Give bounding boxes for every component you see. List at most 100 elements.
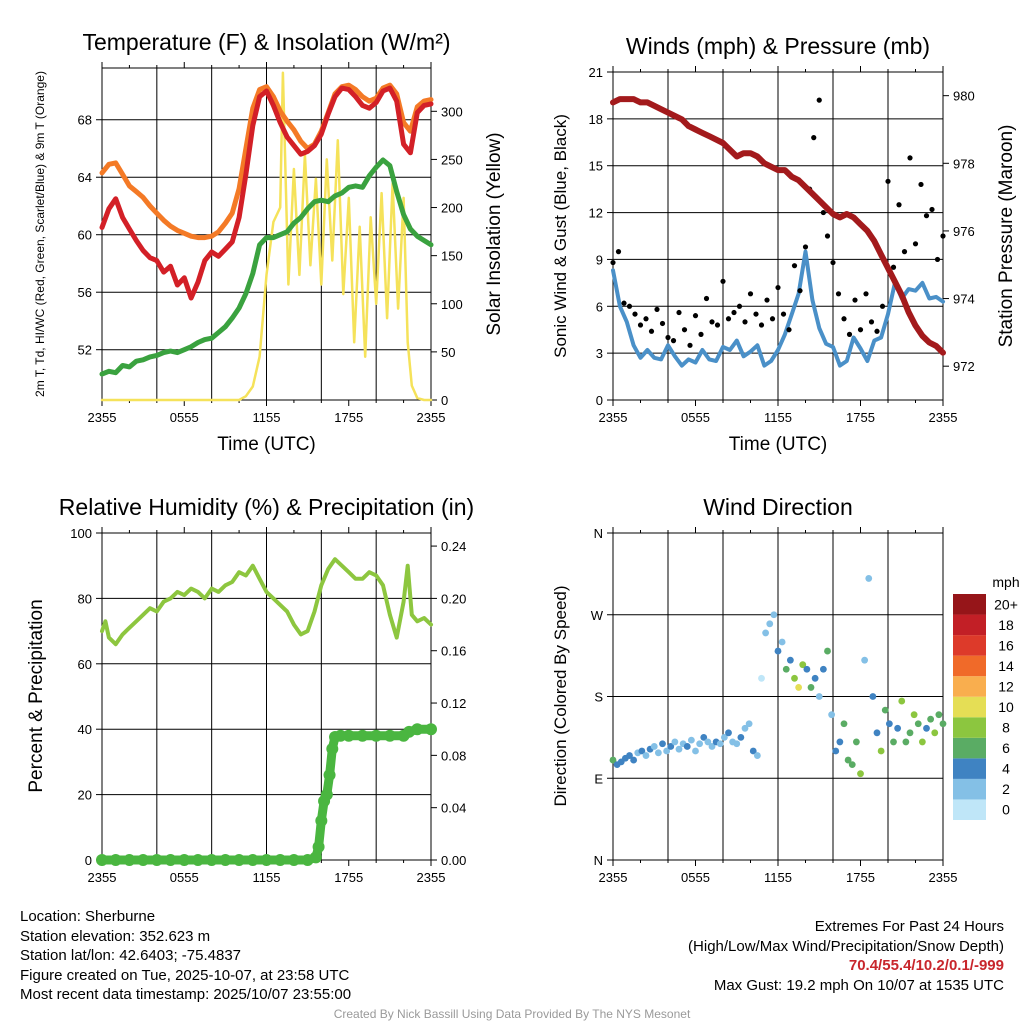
y-tick-label-right: 0 (441, 393, 448, 408)
precip-point (370, 729, 383, 742)
legend-label: 6 (1002, 740, 1010, 756)
legend-swatch (953, 594, 986, 615)
gust-point (670, 338, 677, 344)
gust-point (681, 327, 688, 333)
y-tick-label: 18 (589, 112, 603, 127)
legend-swatch (953, 778, 986, 800)
direction-point (766, 620, 774, 628)
direction-point (741, 724, 749, 732)
gust-point (786, 327, 792, 333)
direction-point (626, 752, 633, 759)
x-tick-label: 0555 (170, 410, 199, 425)
x-tick-label: 1755 (846, 410, 875, 425)
gust-point (692, 313, 699, 319)
precip-point (411, 723, 424, 736)
y-tick-label-right: 0.24 (441, 539, 466, 554)
gust-point (791, 263, 798, 269)
station-location: Location: Sherburne (20, 908, 156, 925)
gust-point (857, 327, 864, 333)
y-tick-label: 100 (70, 526, 92, 541)
legend-swatch (953, 799, 986, 820)
gust-point (874, 328, 880, 334)
gust-point (830, 259, 836, 266)
x-tick-label: 0555 (681, 410, 710, 425)
direction-point (654, 749, 662, 757)
direction-point (824, 647, 831, 655)
gust-point (802, 244, 809, 250)
x-tick-label: 1155 (253, 870, 281, 885)
y-axis-label-text: Percent & Precipitation (26, 599, 47, 792)
y-tick-label-right: 100 (441, 297, 463, 312)
gust-point (626, 303, 633, 309)
direction-point (745, 720, 753, 728)
direction-point (857, 770, 864, 778)
y-tick-label: S (594, 690, 603, 705)
legend-swatch (953, 614, 986, 636)
direction-point (906, 729, 914, 737)
legend-swatch (953, 696, 986, 718)
direction-point (650, 743, 658, 750)
precip-point (334, 729, 347, 742)
gust-point (709, 319, 715, 325)
gust-point (820, 209, 826, 216)
direction-point (638, 747, 646, 755)
gust-point (846, 331, 853, 337)
direction-point (675, 745, 683, 753)
x-tick-label: 0555 (170, 870, 199, 885)
gust-point (703, 295, 710, 302)
gust-point (654, 306, 660, 313)
y-tick-label-right: 250 (441, 152, 463, 167)
direction-point (791, 674, 798, 682)
direction-point (725, 729, 732, 737)
x-tick-label: 1155 (764, 410, 792, 425)
direction-point (939, 720, 947, 728)
direction-point (737, 733, 745, 741)
direction-point (642, 752, 650, 759)
recent-timestamp: Most recent data timestamp: 2025/10/07 2… (20, 986, 352, 1004)
series-solar (100, 71, 433, 402)
gust-point (824, 233, 831, 239)
credit-line: Created By Nick Bassill Using Data Provi… (333, 1007, 691, 1021)
x-tick-label: 1755 (846, 870, 875, 885)
gust-point (907, 155, 913, 161)
precip-point (425, 723, 437, 736)
y-tick-label: 12 (589, 206, 603, 221)
gust-point (923, 213, 930, 219)
precip-point (219, 854, 232, 866)
direction-point (786, 656, 794, 664)
precip-point (356, 729, 369, 742)
y-tick-label-right: 0.16 (441, 644, 466, 659)
series-temp (99, 85, 434, 301)
precip-point (315, 814, 328, 827)
y-axis-label-text: 2m T, Td, HI/WC (Red, Green, Scarlet/Blu… (33, 71, 47, 397)
direction-point (910, 711, 918, 719)
chart-title: Wind Direction (703, 494, 853, 520)
y-tick-label: 0 (596, 393, 603, 408)
legend-swatch (953, 737, 986, 759)
x-tick-label: 0555 (681, 870, 710, 885)
direction-point (778, 638, 786, 646)
gust-point (665, 334, 671, 341)
precip-point (274, 854, 287, 866)
precip-point (320, 788, 333, 801)
gust-point (659, 320, 666, 327)
station-latlon: Station lat/lon: 42.6403; -75.4837 (20, 947, 242, 965)
direction-point (762, 629, 770, 637)
gust-point (912, 241, 919, 247)
legend-swatch (953, 676, 986, 697)
direction-point (881, 706, 889, 714)
gust-point (780, 311, 787, 317)
precip-point (109, 854, 122, 866)
legend-title: mph (992, 574, 1019, 590)
direction-point (815, 693, 823, 700)
y-axis-label-right: Station Pressure (Maroon) (996, 125, 1017, 348)
y-tick-label-right: 974 (953, 292, 975, 307)
precip-point (342, 729, 355, 742)
gust-point (720, 278, 726, 284)
precip-point (383, 729, 396, 742)
y-tick-label: 56 (78, 285, 92, 300)
direction-point (918, 738, 926, 746)
x-tick-label: 1755 (334, 870, 363, 885)
gust-point (797, 288, 803, 294)
